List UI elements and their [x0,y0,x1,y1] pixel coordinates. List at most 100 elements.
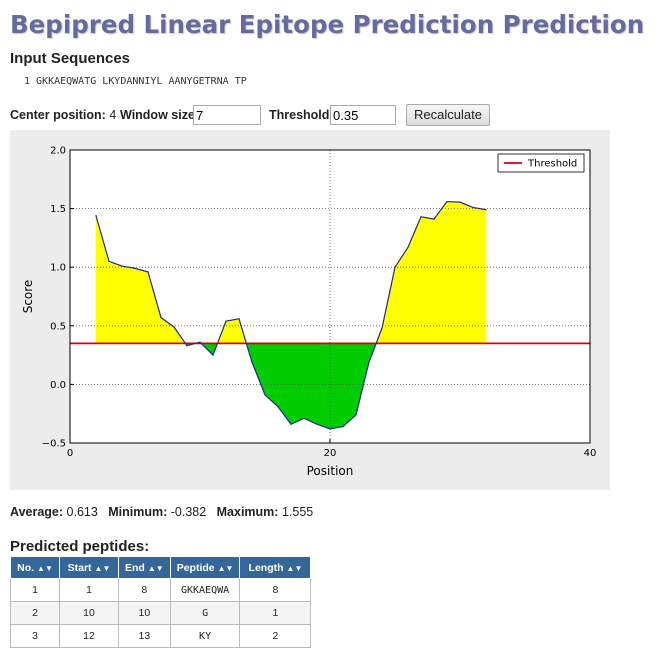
table-row[interactable]: 3 12 13 KY 2 [10,624,312,648]
x-tick-label: 0 [67,448,73,459]
data-point [394,266,396,268]
maximum-value: 1.555 [281,505,314,519]
area-below-threshold [329,343,344,430]
area-below-threshold [316,343,331,430]
minimum-value: -0.382 [170,505,207,519]
data-point [290,423,292,425]
cell-end: 13 [118,624,171,648]
legend-threshold-label: Threshold [527,159,577,170]
predicted-peptides-heading: Predicted peptides: [10,538,150,555]
area-above-threshold [420,216,435,344]
data-point [238,318,240,320]
legend-box [497,153,585,173]
area-below-threshold [303,343,318,425]
data-point [251,361,253,363]
peptides-table: No. ▲▼ Start ▲▼ End ▲▼ Peptide ▲▼ Length ▲▼ 1… [10,556,312,648]
area-above-threshold [446,201,461,344]
input-sequence-text: 1 GKKAEQWATG LKYDANNIYL AANYGETRNA TP [24,76,247,87]
area-above-threshold [472,207,487,344]
table-row[interactable]: 1 1 8 GKKAEQWA 8 [10,578,312,602]
sort-arrows-icon: ▲▼ [94,563,111,573]
cell-start: 10 [59,601,119,625]
data-point [277,406,279,408]
y-axis-label: Score [21,280,35,314]
data-point [368,361,370,363]
minimum-label: Minimum: [108,505,168,519]
data-point [121,265,123,267]
data-point [212,354,214,356]
x-axis-label: Position [307,464,354,478]
sort-arrows-icon: ▲▼ [286,563,303,573]
plot-panel: 0 20 40 −0.5 0.0 0.5 1.0 1.5 2.0 Position Score Thr… [10,130,610,490]
area-below-threshold [342,343,357,428]
column-header-label: Length [248,561,284,574]
cell-peptide: GKKAEQWA [169,578,241,602]
y-tick-label: 0.5 [50,321,66,332]
column-header-start[interactable]: Start ▲▼ [59,556,119,579]
area-above-threshold [121,265,136,344]
cell-peptide: G [169,601,241,625]
center-position-label-text: Center position: [10,108,106,122]
area-above-threshold [225,318,240,344]
data-point [355,414,357,416]
column-header-length[interactable]: Length ▲▼ [239,556,312,579]
recalculate-button[interactable]: Recalculate [406,104,490,126]
area-above-threshold [459,201,474,344]
score-chart: 0 20 40 −0.5 0.0 0.5 1.0 1.5 2.0 Position Score Thr… [21,146,597,479]
cell-start: 12 [59,624,119,648]
threshold-input[interactable] [330,105,396,125]
threshold-label: Threshold: [269,108,334,122]
data-point [199,341,201,343]
data-point [173,326,175,328]
column-header-no[interactable]: No. ▲▼ [10,556,60,579]
average-value: 0.613 [66,505,98,519]
y-tick-label: 1.0 [50,263,66,274]
area-above-threshold [134,267,149,344]
data-point [459,201,461,203]
page-title: Bepipred Linear Epitope Prediction Predi… [10,10,645,39]
sort-arrows-icon: ▲▼ [37,563,53,573]
area-above-threshold [108,260,123,344]
y-tick-label: −0.5 [42,439,66,450]
column-header-peptide[interactable]: Peptide ▲▼ [169,556,241,579]
data-point [329,428,331,430]
x-tick-label: 20 [324,448,337,459]
data-point [420,216,422,218]
area-above-threshold [433,200,448,344]
cell-end: 8 [118,578,171,602]
column-header-end[interactable]: End ▲▼ [118,556,171,579]
center-position-label: Center position: 4 [10,108,116,122]
data-point [225,320,227,322]
cell-no: 1 [10,578,60,602]
x-tick-label: 40 [584,448,597,459]
cell-peptide: KY [169,624,241,648]
cell-start: 1 [59,578,119,602]
data-point [264,394,266,396]
column-header-label: End [125,561,145,574]
center-position-value: 4 [109,108,117,122]
data-point [134,267,136,269]
table-header-row: No. ▲▼ Start ▲▼ End ▲▼ Peptide ▲▼ Length ▲▼ [10,556,312,579]
cell-no: 2 [10,601,60,625]
data-point [303,417,305,419]
maximum-label: Maximum: [216,505,279,519]
score-statistics: Average: 0.613 Minimum: -0.382 Maximum: … [10,505,313,519]
data-point [186,345,188,347]
y-tick-label: 2.0 [50,146,66,157]
window-size-input[interactable] [193,105,261,125]
cell-length: 1 [239,601,312,625]
table-row[interactable]: 2 10 10 G 1 [10,601,312,625]
cell-length: 8 [239,578,312,602]
data-point [446,200,448,203]
cell-no: 3 [10,624,60,648]
data-point [433,218,435,220]
y-tick-label: 1.5 [50,204,66,215]
data-point [108,260,110,262]
data-point [147,271,149,273]
cell-end: 10 [118,601,171,625]
sort-arrows-icon: ▲▼ [217,563,234,573]
y-tick-label: 0.0 [50,380,66,391]
input-sequences-heading: Input Sequences [10,50,131,67]
data-point [342,425,344,428]
data-point [407,246,409,248]
